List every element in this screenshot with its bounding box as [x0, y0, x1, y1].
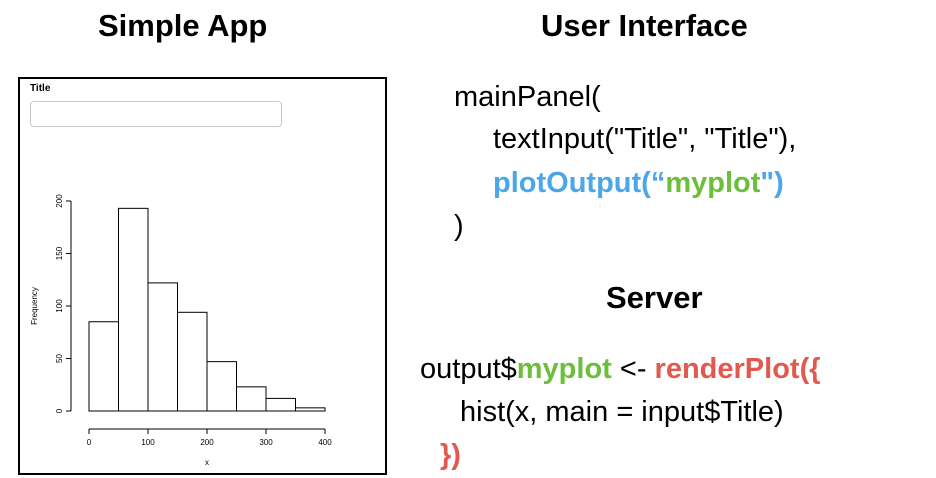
histogram-bar — [118, 207, 149, 412]
plot-output-function: plotOutput(“ — [493, 167, 666, 199]
title-input[interactable] — [30, 101, 282, 127]
app-preview: Title 0 100 200 300 400 x 0 50 100 150 200 Frequenc… — [18, 77, 387, 475]
user-interface-heading: User Interface — [541, 8, 748, 43]
simple-app-heading: Simple App — [98, 8, 268, 43]
histogram-bar — [206, 361, 237, 412]
ui-code-line-4: ) — [454, 210, 464, 242]
x-axis-label: x — [205, 458, 209, 467]
histogram-bar — [236, 386, 267, 412]
y-tick-label: 50 — [55, 354, 64, 363]
output-prefix: output$ — [420, 353, 517, 385]
title-input-label: Title — [30, 83, 51, 94]
server-code-line-1: output$myplot <- renderPlot({ — [420, 352, 821, 386]
plot-output-close: ") — [760, 167, 784, 199]
x-tick-label: 200 — [200, 438, 214, 447]
assign-operator: <- — [611, 353, 655, 385]
histogram-bar — [295, 407, 326, 412]
output-id: myplot — [516, 353, 612, 385]
x-tick-label: 100 — [141, 438, 155, 447]
histogram-bar — [147, 282, 178, 412]
histogram-plot: 0 100 200 300 400 x 0 50 100 150 200 Frequency — [30, 194, 332, 467]
x-tick-label: 300 — [259, 438, 273, 447]
plot-output-id: myplot — [665, 167, 761, 199]
ui-code-line-3: plotOutput(“myplot") — [493, 166, 784, 200]
histogram-bar — [88, 321, 119, 412]
histogram-bar — [265, 397, 296, 412]
server-code-line-3: }) — [440, 439, 461, 471]
x-tick-label: 0 — [87, 438, 92, 447]
y-tick-label: 0 — [55, 408, 64, 413]
y-tick-label: 150 — [55, 246, 64, 260]
y-tick-label: 100 — [55, 299, 64, 313]
x-tick-label: 400 — [318, 438, 332, 447]
histogram-bar — [177, 311, 208, 412]
server-code-line-2: hist(x, main = input$Title) — [460, 396, 784, 428]
y-tick-label: 200 — [55, 194, 64, 208]
y-axis-label: Frequency — [30, 287, 39, 325]
ui-code-line-2: textInput("Title", "Title"), — [493, 123, 797, 155]
render-plot-function: renderPlot({ — [654, 353, 821, 385]
server-heading: Server — [606, 280, 703, 315]
ui-code-line-1: mainPanel( — [454, 81, 601, 113]
